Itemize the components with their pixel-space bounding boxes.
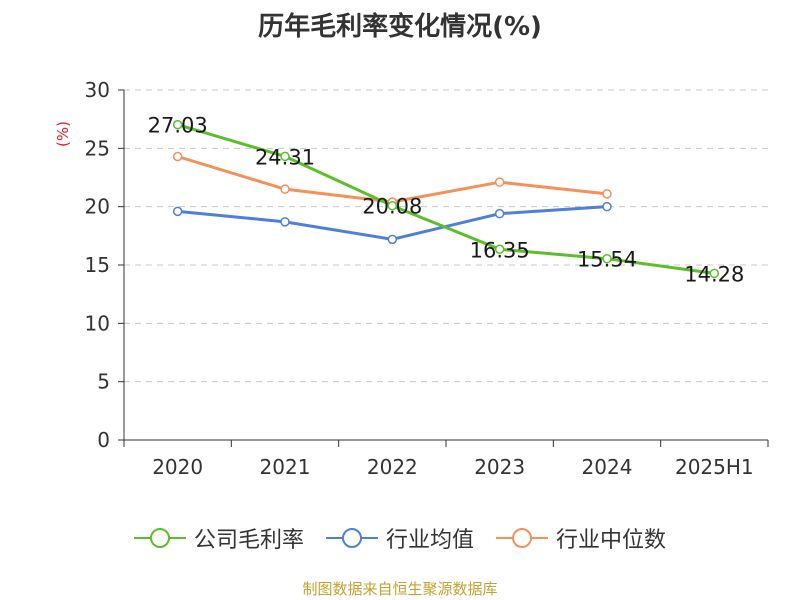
data-point [494, 244, 505, 254]
legend-marker-icon [496, 528, 548, 548]
data-label: 20.08 [362, 195, 422, 219]
data-label: 27.03 [148, 114, 208, 138]
x-tick-label: 2023 [474, 455, 525, 479]
chart-legend: 公司毛利率 行业均值 行业中位数 [0, 518, 800, 558]
x-tick-label: 2024 [582, 455, 633, 479]
legend-label: 行业均值 [385, 528, 474, 553]
data-point [280, 184, 290, 194]
y-tick-label: 30 [85, 78, 110, 102]
data-label: 24.31 [255, 145, 315, 169]
legend-circle [512, 528, 532, 548]
data-point [172, 206, 183, 217]
data-label: 14.28 [684, 262, 744, 286]
chart-title: 历年毛利率变化情况(%) [258, 12, 542, 42]
data-label: 15.54 [577, 248, 637, 272]
y-tick-label: 25 [85, 136, 110, 160]
data-point [602, 253, 612, 264]
data-point [494, 177, 505, 187]
data-point [387, 234, 398, 245]
legend-marker-icon [325, 528, 378, 548]
data-point [172, 151, 183, 162]
legend-circle [341, 528, 362, 548]
legend-marker-icon [133, 528, 186, 548]
legend-label: 行业中位数 [556, 528, 667, 553]
data-point [280, 151, 290, 162]
legend-circle [149, 528, 170, 548]
data-point [387, 200, 398, 211]
y-tick-label: 0 [97, 428, 110, 452]
data-point [494, 208, 505, 219]
legend-item[interactable]: 行业中位数 [496, 522, 666, 554]
y-tick-label: 10 [85, 311, 110, 335]
y-tick-label: 15 [85, 253, 110, 277]
legend-label: 公司毛利率 [193, 528, 304, 553]
x-tick-label: 2022 [367, 455, 418, 479]
legend-item[interactable]: 公司毛利率 [133, 522, 304, 554]
x-tick-label: 2021 [260, 455, 311, 479]
data-source-note: 制图数据来自恒生聚源数据库 [302, 580, 498, 598]
series-line [177, 123, 715, 275]
legend-item[interactable]: 行业均值 [325, 522, 474, 554]
data-point [172, 119, 183, 130]
data-point [602, 189, 612, 199]
data-label: 16.35 [470, 238, 530, 262]
x-tick-label: 2025H1 [675, 455, 754, 479]
y-tick-label: 5 [97, 370, 110, 394]
y-tick-label: 20 [85, 195, 110, 219]
data-point [280, 217, 290, 227]
data-point [709, 268, 720, 279]
data-point [602, 201, 612, 212]
x-tick-label: 2020 [152, 455, 203, 479]
